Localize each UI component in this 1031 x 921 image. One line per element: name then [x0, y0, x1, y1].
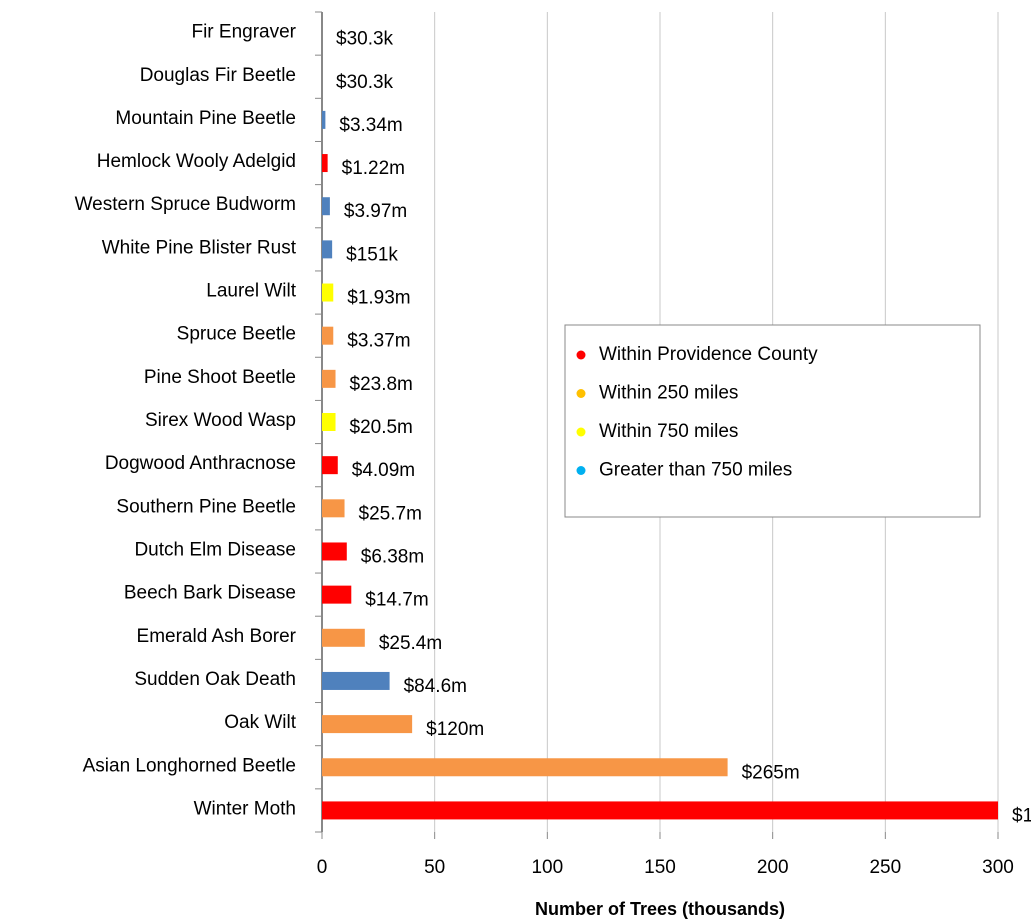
- bar: [322, 801, 998, 820]
- bar: [322, 154, 328, 173]
- y-tick-label: Dutch Elm Disease: [134, 539, 296, 560]
- y-tick-label: Pine Shoot Beetle: [144, 367, 296, 388]
- value-label: $3.34m: [339, 115, 402, 136]
- y-tick-label: Sudden Oak Death: [134, 669, 296, 690]
- bar: [322, 499, 345, 518]
- y-tick-label: Oak Wilt: [224, 712, 297, 733]
- bar: [322, 456, 338, 475]
- x-axis-title: Number of Trees (thousands): [535, 899, 785, 919]
- bar: [322, 240, 333, 259]
- y-tick-label: Fir Engraver: [191, 22, 296, 43]
- legend-marker: [576, 466, 586, 475]
- legend-marker: [576, 389, 586, 398]
- legend-label: Greater than 750 miles: [599, 460, 792, 481]
- y-tick-label: Asian Longhorned Beetle: [83, 755, 296, 776]
- value-label: $1.93m: [347, 288, 410, 309]
- value-label: $184m: [1012, 805, 1031, 826]
- bar: [322, 110, 326, 129]
- value-label: $30.3k: [336, 29, 394, 50]
- legend-box: [564, 324, 981, 518]
- value-label: $30.3k: [336, 72, 394, 93]
- bar: [322, 197, 330, 216]
- x-tick-label: 0: [317, 857, 328, 878]
- y-tick-label: Beech Bark Disease: [124, 583, 296, 604]
- value-label: $120m: [426, 719, 484, 740]
- y-tick-label: Douglas Fir Beetle: [140, 65, 296, 86]
- y-tick-label: Western Spruce Budworm: [75, 194, 296, 215]
- y-tick-label: Spruce Beetle: [177, 324, 296, 345]
- bar: [322, 283, 334, 302]
- value-label: $4.09m: [352, 460, 415, 481]
- legend-marker: [576, 350, 586, 360]
- legend-label: Within 750 miles: [599, 421, 738, 442]
- y-tick-label: Winter Moth: [194, 798, 296, 819]
- value-label: $6.38m: [361, 546, 424, 567]
- value-label: $84.6m: [404, 676, 467, 697]
- legend-label: Within Providence County: [599, 344, 818, 365]
- bar: [322, 585, 352, 604]
- y-tick-label: Hemlock Wooly Adelgid: [97, 151, 296, 172]
- x-tick-label: 250: [869, 857, 901, 878]
- value-label: $265m: [742, 762, 800, 783]
- x-tick-label: 150: [644, 857, 676, 878]
- y-tick-label: Emerald Ash Borer: [137, 626, 297, 647]
- y-tick-label: Southern Pine Beetle: [116, 496, 296, 517]
- value-label: $3.97m: [344, 201, 407, 222]
- bar: [322, 628, 365, 647]
- y-tick-label: Sirex Wood Wasp: [145, 410, 296, 431]
- bar: [322, 326, 334, 345]
- legend-label: Within 250 miles: [599, 383, 738, 404]
- legend-marker: [576, 427, 586, 437]
- bar: [322, 413, 336, 431]
- value-label: $25.7m: [359, 503, 422, 524]
- value-label: $20.5m: [350, 417, 413, 438]
- bar: [322, 758, 728, 777]
- value-label: $25.4m: [379, 633, 442, 654]
- value-label: $23.8m: [350, 374, 413, 395]
- bar: [322, 542, 347, 561]
- bar: [322, 671, 390, 690]
- value-label: $1.22m: [342, 158, 405, 179]
- x-tick-label: 300: [982, 857, 1014, 878]
- y-tick-label: White Pine Blister Rust: [102, 237, 297, 258]
- bar: [322, 369, 336, 388]
- bar: [322, 715, 413, 734]
- x-tick-label: 50: [424, 857, 445, 878]
- value-label: $3.37m: [347, 331, 410, 352]
- y-tick-label: Laurel Wilt: [206, 281, 296, 302]
- value-label: $151k: [346, 244, 398, 265]
- y-tick-label: Mountain Pine Beetle: [115, 108, 296, 129]
- y-tick-label: Dogwood Anthracnose: [105, 453, 296, 474]
- x-tick-label: 100: [531, 857, 563, 878]
- value-label: $14.7m: [365, 590, 428, 611]
- x-tick-label: 200: [757, 857, 789, 878]
